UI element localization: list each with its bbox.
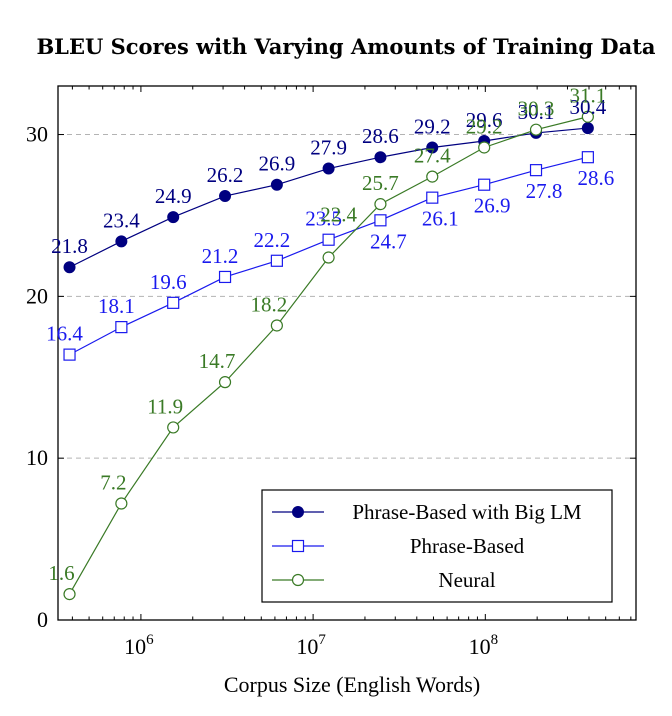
data-point <box>115 235 128 248</box>
data-point <box>115 497 128 510</box>
data-labels-layer: 21.823.424.926.2 26.927.9 28.6 29.2 29.6 30.1… <box>46 84 614 585</box>
data-label: 23.4 <box>103 208 140 232</box>
data-label: 14.7 <box>199 349 236 373</box>
data-label: 22.4 <box>320 203 357 227</box>
data-point <box>426 191 439 204</box>
legend-marker <box>291 573 305 587</box>
chart-title: BLEU Scores with Varying Amounts of Trai… <box>36 34 655 59</box>
data-point <box>581 110 594 123</box>
data-label: 16.4 <box>46 322 83 346</box>
data-point <box>529 123 543 136</box>
data-label: 27.4 <box>414 144 451 168</box>
x-tick-label: 108 <box>469 632 499 659</box>
x-tick-label: 107 <box>296 632 326 659</box>
x-axis-label: Corpus Size (English Words) <box>224 672 480 697</box>
data-label: 18.1 <box>98 294 135 318</box>
data-point <box>426 141 439 154</box>
data-label: 21.2 <box>202 244 239 268</box>
data-point <box>218 270 232 284</box>
axes-layer: 0 10 20 30 106 107 108 <box>26 85 637 659</box>
data-point <box>270 254 283 267</box>
data-label: 26.2 <box>207 163 244 187</box>
data-point <box>581 122 594 135</box>
legend-marker <box>291 539 305 553</box>
data-label: 26.9 <box>474 194 511 218</box>
data-label: 28.6 <box>362 124 399 148</box>
data-point <box>63 348 76 361</box>
x-tick-label: 106 <box>124 632 154 659</box>
data-point <box>218 376 232 389</box>
series-1 <box>63 151 594 361</box>
data-label: 26.1 <box>422 207 459 231</box>
data-point <box>374 151 387 164</box>
data-label: 25.7 <box>362 171 399 195</box>
data-label: 7.2 <box>100 470 126 494</box>
y-tick-label: 30 <box>26 122 48 147</box>
data-label: 23.5 <box>305 207 342 231</box>
data-label: 30.4 <box>569 95 606 119</box>
data-label: 24.7 <box>370 229 407 253</box>
y-tick-label: 10 <box>26 445 48 470</box>
data-point <box>167 421 180 434</box>
data-label: 30.1 <box>518 100 555 124</box>
data-label: 28.6 <box>577 166 614 190</box>
plot-frame <box>57 85 637 621</box>
data-point <box>529 164 543 177</box>
y-tick-label: 0 <box>37 607 48 632</box>
data-point <box>581 151 594 164</box>
data-point <box>219 190 232 203</box>
legend-label: Phrase-Based <box>410 534 525 558</box>
data-point <box>270 178 283 191</box>
data-label: 30.3 <box>518 97 555 121</box>
data-label: 1.6 <box>48 561 74 585</box>
data-label: 29.6 <box>466 108 503 132</box>
data-label: 31.1 <box>569 84 606 108</box>
y-tick-label: 20 <box>26 283 48 308</box>
data-label: 24.9 <box>155 184 192 208</box>
series-0 <box>63 122 594 274</box>
data-point <box>167 296 180 309</box>
series-2 <box>63 110 594 601</box>
data-label: 27.9 <box>310 136 347 160</box>
legend-label: Neural <box>438 568 495 592</box>
legend-entry: Neural <box>272 568 496 592</box>
data-point <box>270 319 283 332</box>
data-label: 29.2 <box>466 114 503 138</box>
series-layer <box>63 110 594 601</box>
data-point <box>322 233 335 246</box>
data-point <box>478 141 491 154</box>
data-label: 29.2 <box>414 114 451 138</box>
data-point <box>374 198 387 211</box>
data-point <box>374 214 387 227</box>
data-label: 22.2 <box>254 228 291 252</box>
data-point <box>115 321 128 334</box>
data-label: 18.2 <box>251 292 288 316</box>
legend-label: Phrase-Based with Big LM <box>352 500 582 524</box>
data-point <box>63 261 76 274</box>
data-label: 21.8 <box>51 234 88 258</box>
legend-entry: Phrase-Based <box>272 534 525 558</box>
data-point <box>63 588 76 601</box>
data-label: 11.9 <box>147 394 183 418</box>
data-point <box>167 211 180 224</box>
data-point <box>426 170 439 183</box>
legend-marker <box>292 506 304 518</box>
data-point <box>478 178 491 191</box>
data-point <box>322 251 335 264</box>
data-label: 27.8 <box>526 179 563 203</box>
legend: Phrase-Based with Big LM Phrase-Based Neur… <box>261 489 613 603</box>
data-label: 19.6 <box>150 270 187 294</box>
legend-entry: Phrase-Based with Big LM <box>272 500 582 524</box>
data-label: 26.9 <box>259 152 296 176</box>
data-point <box>322 162 335 175</box>
